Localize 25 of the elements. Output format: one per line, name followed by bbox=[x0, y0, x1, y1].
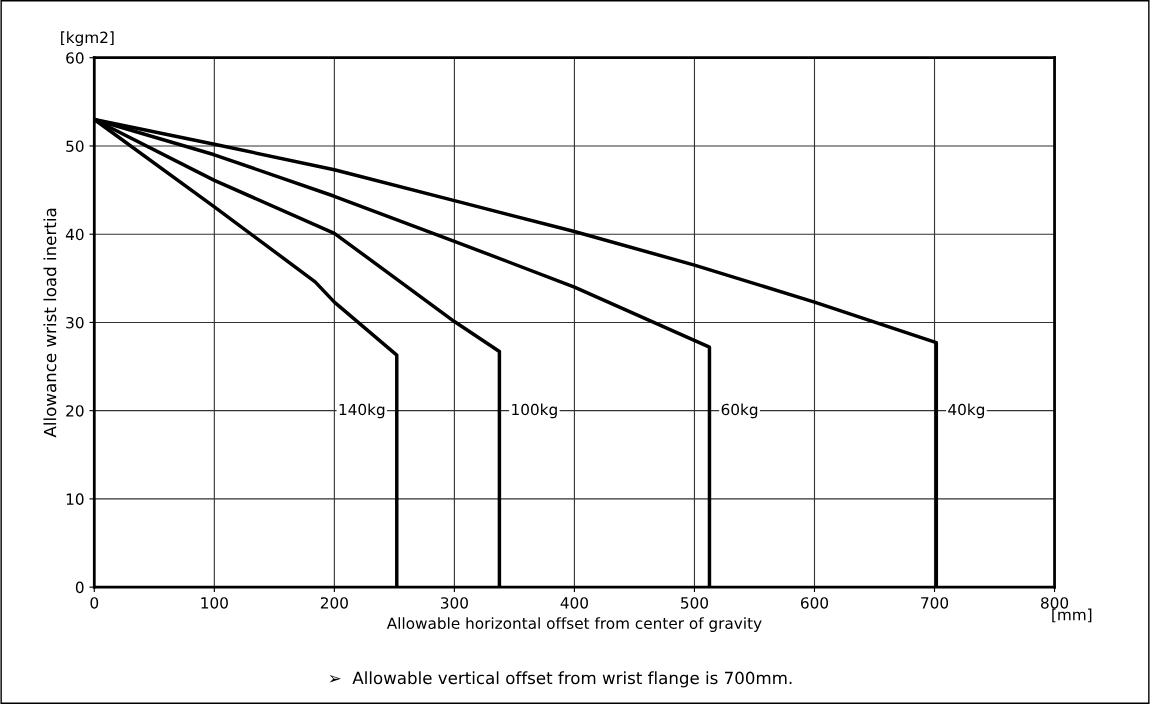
y-axis-title: Allowance wrist load inertia bbox=[43, 208, 57, 438]
x-tick-label: 300 bbox=[440, 597, 468, 609]
y-tick-label: 0 bbox=[75, 581, 84, 594]
x-tick-label: 200 bbox=[320, 597, 348, 609]
x-tick-label: 500 bbox=[681, 597, 709, 609]
x-tick-label: 700 bbox=[921, 597, 949, 609]
x-tick-label: 600 bbox=[800, 597, 829, 609]
y-tick-label: 20 bbox=[66, 405, 84, 417]
x-axis-title: Allowable horizontal offset from center of gravity bbox=[386, 617, 762, 632]
series-label: 40kg bbox=[948, 403, 985, 419]
x-tick-label: 400 bbox=[560, 597, 588, 609]
series-label: 140kg bbox=[339, 403, 385, 419]
series-label: 100kg bbox=[512, 403, 557, 419]
x-tick-label: 0 bbox=[90, 597, 99, 609]
text: [kgm2] bbox=[61, 31, 114, 47]
x-tick-label: 800 bbox=[1041, 597, 1069, 609]
y-tick-label: 60 bbox=[66, 52, 84, 64]
y-tick-label: 40 bbox=[65, 228, 84, 241]
x-tick-label: 100 bbox=[201, 597, 228, 609]
y-tick-label: 30 bbox=[66, 316, 84, 329]
series-label: 60kg bbox=[721, 403, 758, 419]
text: [mm] bbox=[1052, 608, 1092, 623]
y-tick-label: 50 bbox=[66, 140, 84, 152]
text: ➢ Allowable vertical offset from wrist flange is 700mm. bbox=[329, 671, 792, 688]
y-tick-label: 10 bbox=[66, 493, 84, 505]
